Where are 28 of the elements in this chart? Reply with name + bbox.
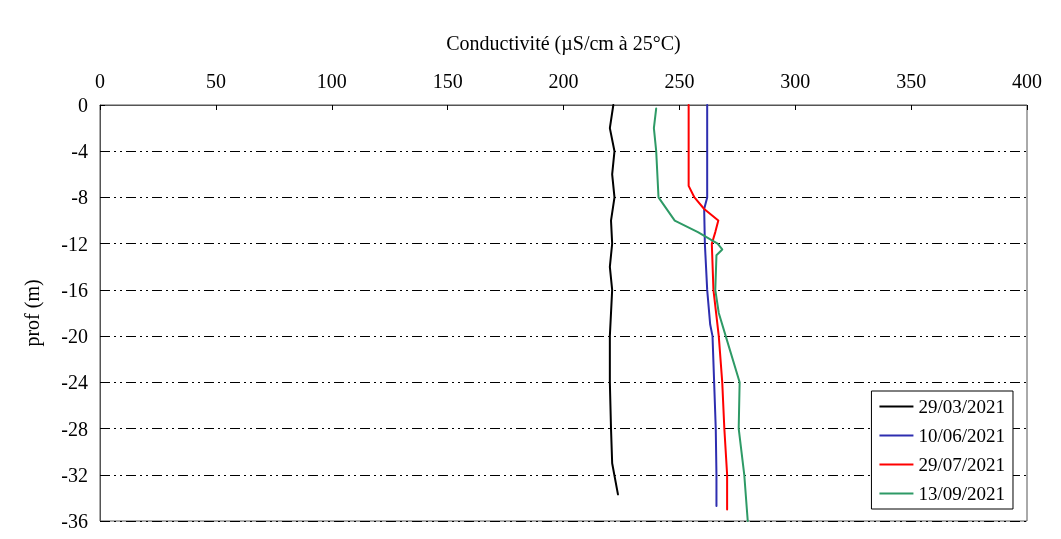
x-tick-label: 0 xyxy=(95,70,105,92)
legend-label: 10/06/2021 xyxy=(918,425,1005,446)
line-series xyxy=(687,104,729,511)
line-series xyxy=(652,107,749,522)
x-tick-label: 250 xyxy=(664,70,695,92)
x-tick-label: 350 xyxy=(896,70,927,92)
legend-label: 13/09/2021 xyxy=(918,483,1005,504)
x-axis-title: Conductivité (µS/cm à 25°C) xyxy=(446,32,681,55)
y-tick-label: -24 xyxy=(61,371,88,394)
line-series xyxy=(703,104,718,507)
x-tick-label: 200 xyxy=(548,70,579,92)
y-tick-label: -12 xyxy=(61,232,88,255)
y-tick-label: -28 xyxy=(61,417,88,440)
x-tick-label: 300 xyxy=(780,70,811,92)
x-tick-label: 400 xyxy=(1012,70,1042,92)
y-tick-label: -16 xyxy=(61,278,88,301)
y-tick-label: -32 xyxy=(61,463,88,486)
legend-label: 29/03/2021 xyxy=(918,396,1005,417)
x-tick-label: 150 xyxy=(432,70,463,92)
y-tick-label: -4 xyxy=(71,140,88,163)
x-tick-label: 100 xyxy=(316,70,347,92)
y-tick-label: -36 xyxy=(61,510,88,532)
y-tick-label: 0 xyxy=(78,94,88,116)
y-tick-label: -20 xyxy=(61,325,88,348)
legend-label: 29/07/2021 xyxy=(918,454,1005,475)
y-axis-title: prof (m) xyxy=(21,279,44,347)
x-tick-label: 50 xyxy=(205,70,226,92)
y-tick-label: -8 xyxy=(71,186,88,209)
